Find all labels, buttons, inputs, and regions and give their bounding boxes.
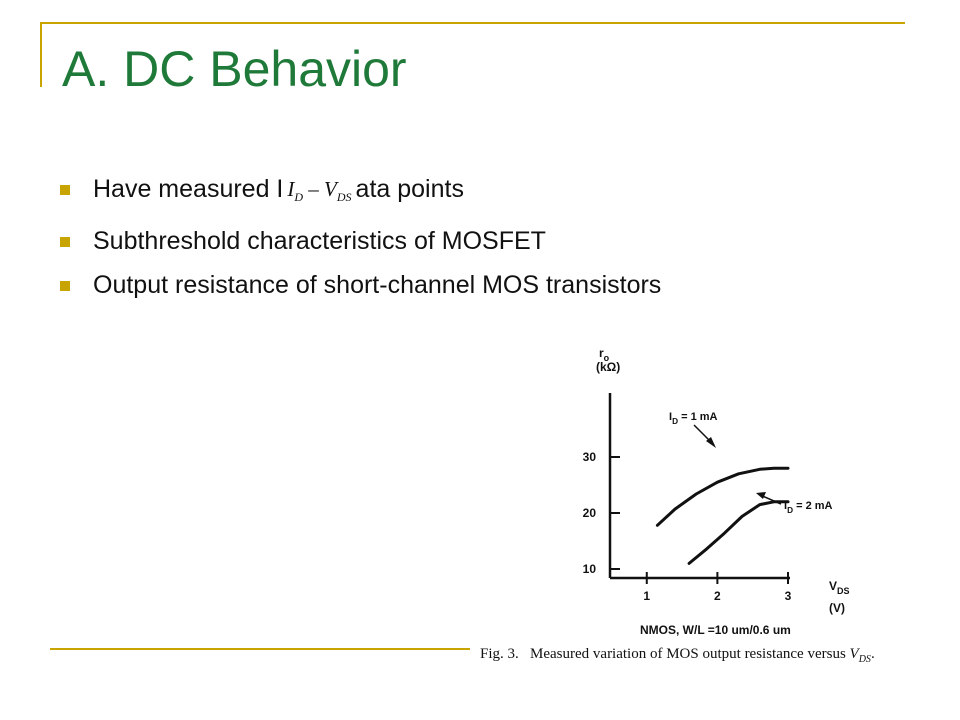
x-axis-label: VDS xyxy=(829,579,850,596)
formula-image: ID – VDS xyxy=(285,174,354,213)
bullet-list: Have measured I ID – VDS ata points Subthr… xyxy=(60,174,700,314)
annotation-id-2ma: ID = 2 mA xyxy=(784,500,833,515)
formula-v-sub: DS xyxy=(336,190,352,205)
annotation-id-1ma: ID = 1 mA xyxy=(669,411,718,426)
y-axis-unit: (kΩ) xyxy=(596,360,620,374)
bullet-square-icon xyxy=(60,237,70,248)
bullet-item: Subthreshold characteristics of MOSFET xyxy=(60,226,700,256)
bullet-square-icon xyxy=(60,185,70,195)
series-line-1 xyxy=(655,466,790,527)
caption-var: VDS xyxy=(849,646,871,665)
bullet-item: Output resistance of short-channel MOS t… xyxy=(60,270,700,300)
x-tick-label: 3 xyxy=(785,589,792,603)
bullet-text: Subthreshold characteristics of MOSFET xyxy=(93,227,546,256)
bottom-horizontal-rule xyxy=(50,648,470,650)
formula-i: I xyxy=(287,177,295,201)
chart-labels: ro(kΩ) VDS (V) NMOS, W/L =10 um/0.6 um ID = … xyxy=(596,346,850,637)
x-tick-label: 1 xyxy=(643,589,650,603)
caption-var-sub: DS xyxy=(858,654,871,665)
figure-caption: Fig. 3. Measured variation of MOS output… xyxy=(480,646,930,665)
y-axis-label: ro xyxy=(599,346,610,363)
output-resistance-figure: 10 20 30 1 2 3 ro (kΩ) VDS (V) NMOS, W/L =10 um/0… xyxy=(472,333,932,678)
series-line-2 xyxy=(687,500,790,565)
y-tick-label: 20 xyxy=(583,506,597,520)
caption-prefix: Fig. 3. xyxy=(480,646,519,662)
annotation-arrowhead-1 xyxy=(706,437,716,448)
bullet-text: Output resistance of short-channel MOS t… xyxy=(93,271,662,300)
x-axis-unit: (V) xyxy=(829,601,845,615)
caption-suffix: . xyxy=(870,646,875,662)
bullet-text-pre: Have measured I xyxy=(93,175,284,203)
left-vertical-rule xyxy=(40,22,42,87)
formula-i-sub: D xyxy=(294,190,304,205)
bullet-square-icon xyxy=(60,281,70,292)
chart-ticks: 10 20 30 1 2 3 xyxy=(583,450,792,603)
bullet-item: Have measured I ID – VDS ata points xyxy=(60,174,700,213)
bullet-text-post: ata points xyxy=(355,175,464,203)
chart-axes xyxy=(608,393,790,580)
y-tick-label: 30 xyxy=(583,450,597,464)
y-tick-label: 10 xyxy=(583,562,597,576)
formula-v: V xyxy=(324,177,337,201)
x-tick-label: 2 xyxy=(714,589,721,603)
slide-title: A. DC Behavior xyxy=(62,41,407,97)
caption-var-letter: V xyxy=(849,646,859,662)
below-axis-label: NMOS, W/L =10 um/0.6 um xyxy=(640,623,791,637)
chart-series xyxy=(655,466,790,565)
formula-dash: – xyxy=(303,177,325,201)
annotation-arrowhead-2 xyxy=(756,492,766,499)
top-horizontal-rule xyxy=(40,22,905,24)
caption-text: Measured variation of MOS output resista… xyxy=(530,646,846,662)
output-resistance-chart: 10 20 30 1 2 3 ro(kΩ) VDS (V) NMOS, W/L =10 um/0… xyxy=(583,346,850,637)
